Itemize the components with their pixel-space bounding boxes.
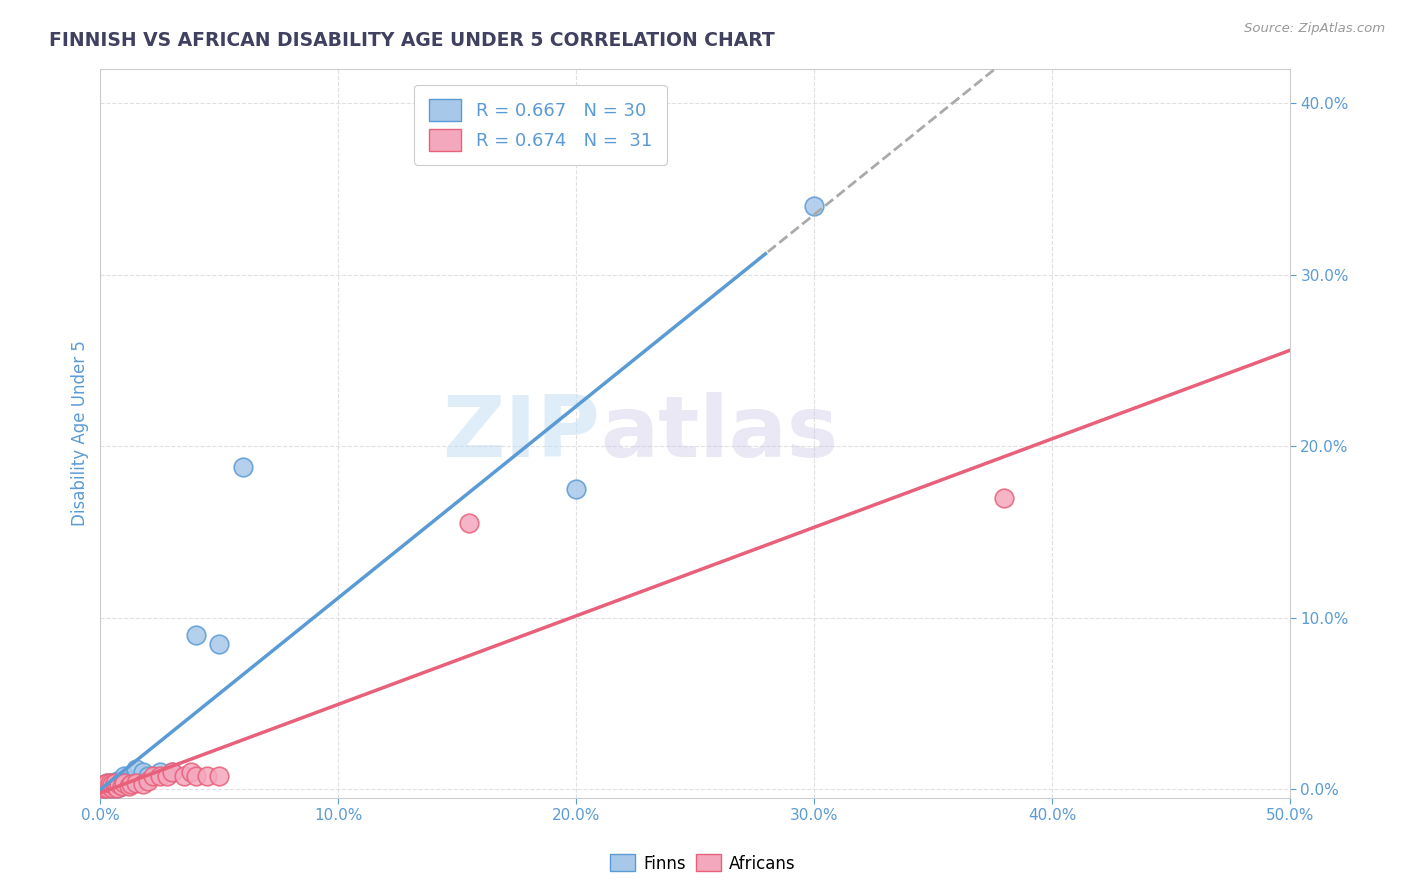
Point xyxy=(993,491,1015,505)
Point xyxy=(180,765,202,780)
Point xyxy=(91,780,114,795)
Point xyxy=(132,765,155,780)
Point xyxy=(173,769,195,783)
Point xyxy=(104,779,127,793)
Point xyxy=(104,777,127,791)
Text: ZIP: ZIP xyxy=(443,392,600,475)
Point xyxy=(96,775,118,789)
Point xyxy=(120,777,142,791)
Point xyxy=(105,780,128,795)
Point xyxy=(118,773,141,788)
Point xyxy=(803,199,825,213)
Point xyxy=(105,773,128,788)
Point xyxy=(120,775,142,789)
Point xyxy=(98,779,121,793)
Point xyxy=(96,780,118,795)
Point xyxy=(458,516,481,531)
Point xyxy=(94,779,117,793)
Point xyxy=(149,765,172,780)
Point xyxy=(98,779,121,793)
Point xyxy=(101,777,124,791)
Point xyxy=(112,769,135,783)
Legend: Finns, Africans: Finns, Africans xyxy=(603,847,803,880)
Point xyxy=(104,779,127,793)
Point xyxy=(105,780,128,795)
Point xyxy=(136,773,159,788)
Point xyxy=(160,765,183,780)
Point xyxy=(118,779,141,793)
Point xyxy=(142,769,165,783)
Point xyxy=(91,780,114,795)
Point xyxy=(160,765,183,780)
Point xyxy=(132,777,155,791)
Point xyxy=(94,777,117,791)
Point xyxy=(96,775,118,789)
Point xyxy=(115,777,138,791)
Point xyxy=(108,777,131,791)
Point xyxy=(101,775,124,789)
Text: atlas: atlas xyxy=(600,392,838,475)
Point xyxy=(112,775,135,789)
Point xyxy=(94,777,117,791)
Point xyxy=(111,779,134,793)
Point xyxy=(111,779,134,793)
Point xyxy=(197,769,219,783)
Point xyxy=(101,780,124,795)
Point xyxy=(104,775,127,789)
Text: FINNISH VS AFRICAN DISABILITY AGE UNDER 5 CORRELATION CHART: FINNISH VS AFRICAN DISABILITY AGE UNDER … xyxy=(49,31,775,50)
Y-axis label: Disability Age Under 5: Disability Age Under 5 xyxy=(72,341,89,526)
Point xyxy=(208,636,231,650)
Point xyxy=(125,775,148,789)
Point xyxy=(101,780,124,795)
Point xyxy=(94,779,117,793)
Point xyxy=(98,775,121,789)
Point xyxy=(184,769,207,783)
Point xyxy=(208,769,231,783)
Point xyxy=(565,482,588,496)
Point xyxy=(125,762,148,776)
Point xyxy=(156,769,179,783)
Point xyxy=(149,769,172,783)
Point xyxy=(136,769,159,783)
Point xyxy=(112,775,135,789)
Legend: R = 0.667   N = 30, R = 0.674   N =  31: R = 0.667 N = 30, R = 0.674 N = 31 xyxy=(415,85,666,165)
Point xyxy=(98,777,121,791)
Point xyxy=(184,628,207,642)
Point xyxy=(108,777,131,791)
Text: Source: ZipAtlas.com: Source: ZipAtlas.com xyxy=(1244,22,1385,36)
Point xyxy=(96,780,118,795)
Point xyxy=(232,459,254,474)
